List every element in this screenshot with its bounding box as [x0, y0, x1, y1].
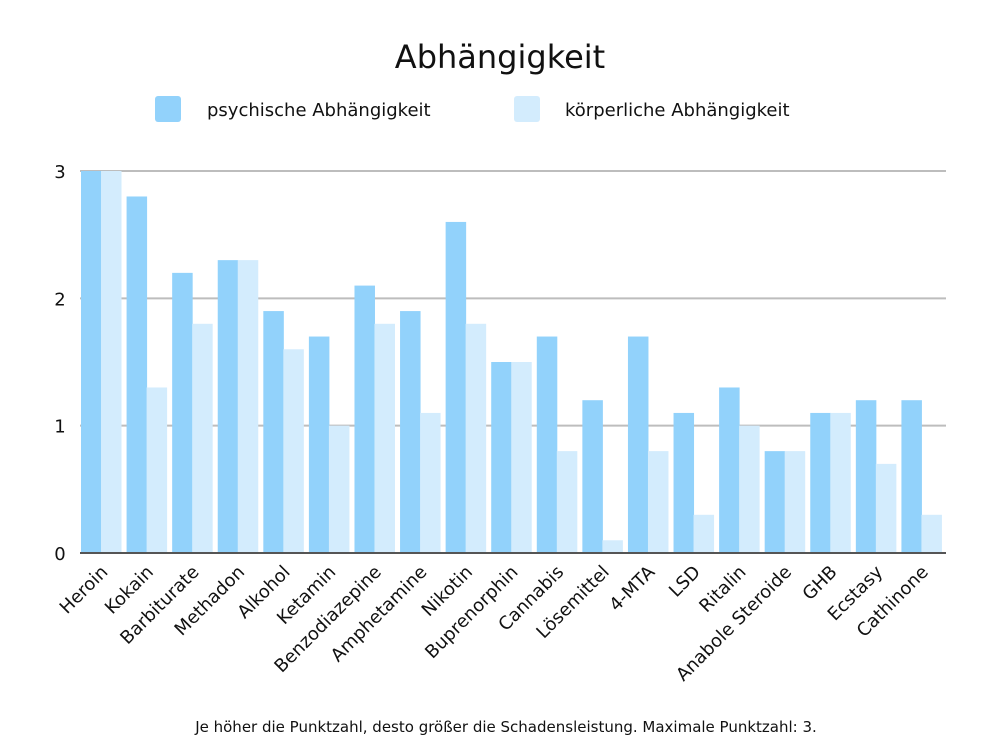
chart-title: Abhängigkeit — [395, 38, 605, 76]
bar-psychisch — [901, 400, 922, 553]
y-tick-label: 2 — [54, 289, 65, 310]
legend-swatch-koerperlich — [514, 96, 540, 122]
legend-swatch-psychisch — [155, 96, 181, 122]
bars — [81, 171, 942, 553]
x-category-label: LSD — [665, 562, 705, 602]
legend-label-psychisch: psychische Abhängigkeit — [207, 100, 431, 121]
bar-koerperlich — [328, 425, 350, 553]
y-tick-label: 0 — [54, 544, 65, 565]
chart-footnote: Je höher die Punktzahl, desto größer die… — [194, 718, 817, 736]
bar-koerperlich — [101, 171, 122, 553]
bar-koerperlich — [875, 463, 897, 553]
bar-psychisch — [719, 387, 740, 553]
bar-psychisch — [172, 272, 193, 553]
y-tick-label: 3 — [54, 162, 65, 183]
bar-koerperlich — [830, 412, 851, 553]
bar-psychisch — [673, 412, 695, 553]
bar-koerperlich — [602, 540, 623, 553]
bar-psychisch — [354, 285, 375, 553]
bar-psychisch — [855, 400, 877, 553]
bar-psychisch — [582, 400, 603, 553]
bar-psychisch — [764, 451, 786, 553]
bar-koerperlich — [921, 514, 942, 553]
legend: psychische Abhängigkeit körperliche Abhä… — [155, 96, 790, 122]
bar-koerperlich — [693, 514, 715, 553]
bar-koerperlich — [511, 362, 532, 553]
bar-koerperlich — [420, 412, 441, 553]
x-category-label: 4-MTA — [605, 561, 660, 616]
y-tick-label: 1 — [54, 417, 65, 438]
bar-koerperlich — [465, 323, 487, 553]
bar-psychisch — [627, 336, 649, 553]
bar-koerperlich — [283, 349, 304, 553]
bar-psychisch — [81, 171, 102, 553]
bar-koerperlich — [739, 425, 760, 553]
legend-label-koerperlich: körperliche Abhängigkeit — [565, 100, 790, 121]
bar-psychisch — [536, 336, 558, 553]
bar-psychisch — [445, 221, 467, 553]
bar-koerperlich — [784, 451, 806, 553]
bar-koerperlich — [146, 387, 168, 553]
bar-psychisch — [263, 311, 284, 553]
bar-koerperlich — [647, 451, 669, 553]
bar-psychisch — [400, 311, 421, 553]
bar-psychisch — [491, 362, 512, 553]
x-category-label: Heroin — [56, 562, 113, 619]
x-axis-categories: HeroinKokainBarbiturateMethadonAlkoholKe… — [56, 561, 933, 685]
bar-koerperlich — [556, 451, 578, 553]
bar-koerperlich — [374, 323, 395, 553]
bar-psychisch — [810, 412, 831, 553]
bar-psychisch — [126, 196, 148, 553]
bar-psychisch — [308, 336, 330, 553]
bar-koerperlich — [192, 323, 213, 553]
y-axis-ticks: 0 1 2 3 — [54, 162, 65, 565]
bar-psychisch — [217, 260, 239, 553]
bar-koerperlich — [237, 260, 259, 553]
